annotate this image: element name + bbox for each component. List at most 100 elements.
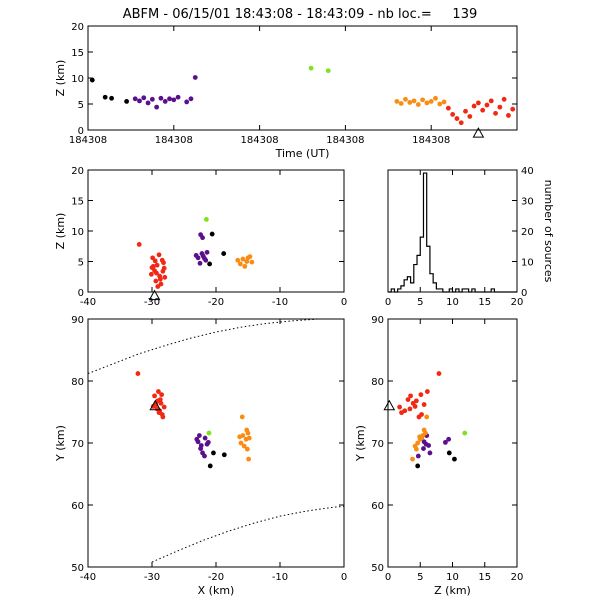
data-point-red bbox=[463, 108, 468, 114]
panel-z-y: 0 5 10 15 20 50 60 70 80 90 Z (km) Y (km) bbox=[354, 315, 523, 597]
data-point-purple bbox=[154, 104, 160, 110]
y-tick-label: 10 bbox=[71, 74, 84, 85]
data-point-red bbox=[157, 397, 163, 402]
data-point-purple bbox=[198, 446, 204, 451]
data-point-purple bbox=[202, 256, 207, 261]
panel-time-height: 184308 184308 184308 184308 18430805101520Ti… bbox=[54, 22, 518, 160]
data-point-red bbox=[467, 114, 473, 119]
data-point-orange bbox=[240, 256, 246, 262]
data-point-orange bbox=[403, 96, 408, 102]
x-tick-label: -10 bbox=[272, 297, 288, 308]
y-tick-label: 5 bbox=[78, 258, 84, 269]
data-point-red bbox=[148, 271, 154, 277]
data-point-purple bbox=[205, 439, 211, 445]
x-tick-label: -10 bbox=[272, 572, 288, 583]
data-point-red bbox=[159, 392, 165, 398]
data-point-orange bbox=[415, 102, 421, 107]
y-tick-label: 10 bbox=[521, 258, 534, 269]
data-point-red bbox=[412, 404, 418, 409]
data-point-purple bbox=[167, 96, 172, 102]
data-point-red bbox=[152, 393, 157, 399]
x-tick-label: 10 bbox=[446, 297, 459, 308]
data-point-purple bbox=[446, 436, 452, 442]
plot-frame bbox=[87, 169, 345, 293]
data-point-purple bbox=[443, 439, 448, 445]
data-point-red bbox=[484, 102, 490, 108]
y-axis-label: Y (km) bbox=[354, 425, 367, 462]
y-tick-label: 60 bbox=[71, 501, 84, 512]
data-point-orange bbox=[421, 427, 427, 433]
data-point-orange bbox=[394, 99, 400, 104]
data-point-orange bbox=[433, 95, 438, 101]
data-point-red bbox=[154, 262, 160, 268]
y-tick-label: 0 bbox=[78, 288, 84, 299]
data-point-orange bbox=[411, 98, 417, 104]
data-point-green bbox=[204, 217, 209, 222]
data-point-black bbox=[207, 463, 213, 469]
data-point-orange bbox=[246, 435, 252, 441]
y-tick-label: 80 bbox=[71, 377, 84, 388]
data-point-purple bbox=[427, 450, 433, 456]
data-point-orange bbox=[235, 257, 241, 263]
data-point-black bbox=[221, 251, 227, 256]
data-point-red bbox=[424, 389, 430, 394]
y-axis-label: Z (km) bbox=[54, 213, 67, 250]
data-point-purple bbox=[175, 94, 181, 100]
data-point-orange bbox=[244, 446, 250, 452]
data-point-orange bbox=[244, 427, 250, 433]
x-axis-label: X (km) bbox=[198, 584, 235, 597]
data-point-purple bbox=[141, 95, 147, 101]
y-tick-label: 50 bbox=[371, 563, 384, 574]
data-point-purple bbox=[149, 96, 155, 102]
x-tick-label: -30 bbox=[144, 297, 160, 308]
data-point-orange bbox=[245, 255, 251, 261]
y-tick-label: 20 bbox=[521, 227, 534, 238]
plot-frame bbox=[87, 318, 345, 568]
y-tick-label: 10 bbox=[71, 227, 84, 238]
y-tick-label: 90 bbox=[371, 315, 384, 326]
data-point-red bbox=[488, 98, 494, 104]
data-point-orange bbox=[244, 259, 250, 264]
x-tick-label: 0 bbox=[341, 572, 347, 583]
x-tick-label: -40 bbox=[80, 297, 96, 308]
data-point-orange bbox=[424, 100, 430, 106]
histogram-step-line bbox=[388, 172, 517, 293]
x-tick-label: 0 bbox=[341, 297, 347, 308]
data-point-red bbox=[506, 113, 511, 118]
data-point-red bbox=[480, 107, 486, 113]
x-tick-label: 15 bbox=[478, 572, 491, 583]
data-point-red bbox=[407, 406, 413, 412]
data-point-black bbox=[124, 99, 130, 104]
data-point-black bbox=[89, 77, 95, 83]
data-point-black bbox=[452, 456, 457, 462]
y-tick-label: 0 bbox=[78, 126, 84, 137]
data-point-purple bbox=[194, 436, 200, 442]
x-tick-label: 0 bbox=[385, 297, 391, 308]
panel-x-y: -40 -30 -20 -10 0 50 60 70 80 90 X (km) Y (km) bbox=[54, 315, 347, 597]
data-point-red bbox=[135, 371, 141, 376]
x-tick-label: 10 bbox=[446, 572, 459, 583]
data-point-green bbox=[325, 68, 331, 74]
x-tick-label: 5 bbox=[417, 572, 423, 583]
data-point-orange bbox=[238, 440, 244, 446]
data-point-red bbox=[153, 278, 159, 284]
data-point-purple bbox=[198, 232, 204, 238]
data-point-black bbox=[207, 261, 213, 267]
x-tick-label: 184308 bbox=[326, 135, 364, 146]
x-axis-label: Z (km) bbox=[434, 584, 471, 597]
data-point-orange bbox=[239, 414, 245, 420]
data-point-red bbox=[160, 414, 166, 420]
data-point-red bbox=[156, 389, 161, 394]
data-point-orange bbox=[241, 443, 247, 449]
x-tick-label: 184308 bbox=[241, 135, 279, 146]
y-tick-label: 90 bbox=[71, 315, 84, 326]
data-point-orange bbox=[413, 446, 419, 452]
y-axis-label: Z (km) bbox=[54, 60, 67, 97]
data-point-orange bbox=[417, 434, 423, 440]
data-point-red bbox=[157, 276, 163, 282]
data-point-black bbox=[109, 95, 114, 101]
data-point-black bbox=[211, 450, 216, 456]
data-point-red bbox=[501, 96, 507, 102]
